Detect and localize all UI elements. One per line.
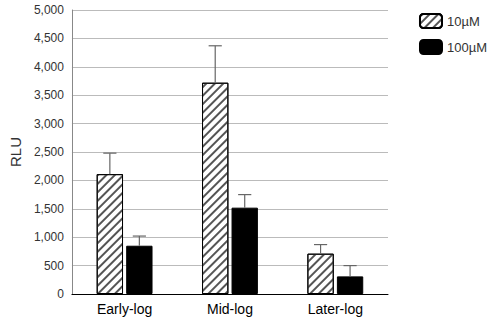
svg-text:3,500: 3,500	[34, 88, 64, 102]
svg-text:1,000: 1,000	[34, 230, 64, 244]
svg-text:Early-log: Early-log	[97, 301, 152, 317]
svg-text:100µM: 100µM	[447, 40, 487, 55]
svg-text:4,000: 4,000	[34, 60, 64, 74]
svg-text:3,000: 3,000	[34, 117, 64, 131]
svg-text:1,500: 1,500	[34, 202, 64, 216]
svg-text:0: 0	[57, 287, 64, 301]
svg-text:2,500: 2,500	[34, 145, 64, 159]
svg-text:Mid-log: Mid-log	[207, 301, 253, 317]
svg-text:10µM: 10µM	[447, 14, 480, 29]
svg-text:RLU: RLU	[7, 137, 24, 167]
svg-text:2,000: 2,000	[34, 173, 64, 187]
svg-text:Later-log: Later-log	[308, 301, 363, 317]
svg-text:4,500: 4,500	[34, 31, 64, 45]
svg-text:5,000: 5,000	[34, 3, 64, 17]
svg-text:500: 500	[44, 259, 64, 273]
